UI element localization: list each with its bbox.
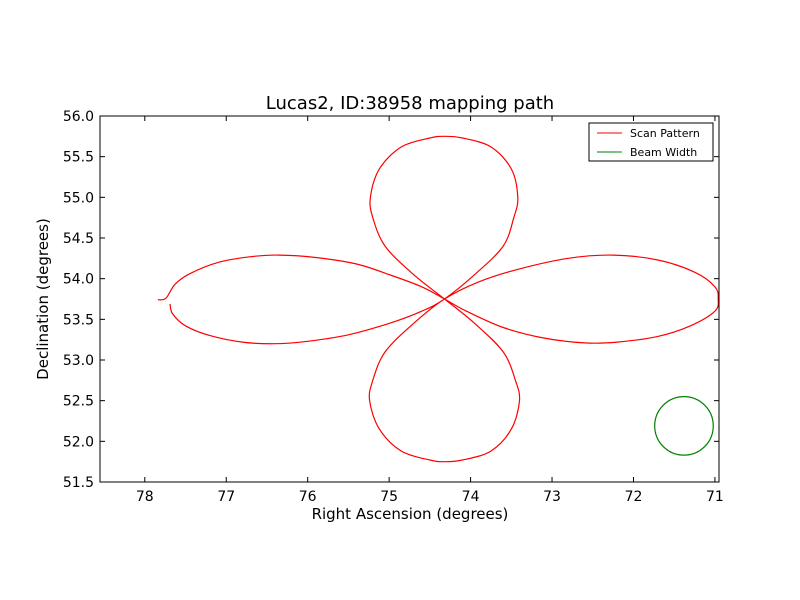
y-tick-label-9: 56.0 <box>63 109 94 125</box>
legend-frame <box>588 122 714 162</box>
beam-width-circle <box>654 396 714 456</box>
x-tick-label-7: 71 <box>706 489 724 505</box>
x-axis-label: Right Ascension (degrees) <box>312 505 509 523</box>
scan-pattern-line <box>157 135 719 463</box>
x-tick-label-6: 72 <box>625 489 643 505</box>
plot-area <box>99 115 720 483</box>
series-layer <box>157 135 719 463</box>
ticks-layer: 78 77 76 75 74 73 72 71 51.5 52.0 52.5 53.0 53.5 54.0… <box>63 109 724 505</box>
plot-background <box>100 116 719 482</box>
y-tick-label-0: 51.5 <box>63 475 94 491</box>
y-tick-label-2: 52.5 <box>63 394 94 410</box>
x-tick-label-2: 76 <box>299 489 317 505</box>
x-tick-label-3: 75 <box>380 489 398 505</box>
plot-frame <box>99 115 720 483</box>
y-tick-label-3: 53.0 <box>63 353 94 369</box>
x-tick-label-1: 77 <box>217 489 235 505</box>
y-tick-label-8: 55.5 <box>63 150 94 166</box>
x-tick-label-5: 73 <box>543 489 561 505</box>
chart-title: Lucas2, ID:38958 mapping path <box>266 93 554 114</box>
y-tick-label-5: 54.0 <box>63 272 94 288</box>
legend-label-scan-pattern: Scan Pattern <box>630 127 700 140</box>
x-tick-label-0: 78 <box>136 489 154 505</box>
y-tick-label-4: 53.5 <box>63 312 94 328</box>
y-tick-label-1: 52.0 <box>63 434 94 450</box>
y-axis-label: Declination (degrees) <box>34 218 52 380</box>
y-tick-label-6: 54.5 <box>63 231 94 247</box>
legend-label-beam-width: Beam Width <box>630 146 697 159</box>
x-tick-label-4: 74 <box>462 489 480 505</box>
legend: Scan Pattern Beam Width <box>588 122 714 162</box>
y-tick-label-7: 55.0 <box>63 190 94 206</box>
